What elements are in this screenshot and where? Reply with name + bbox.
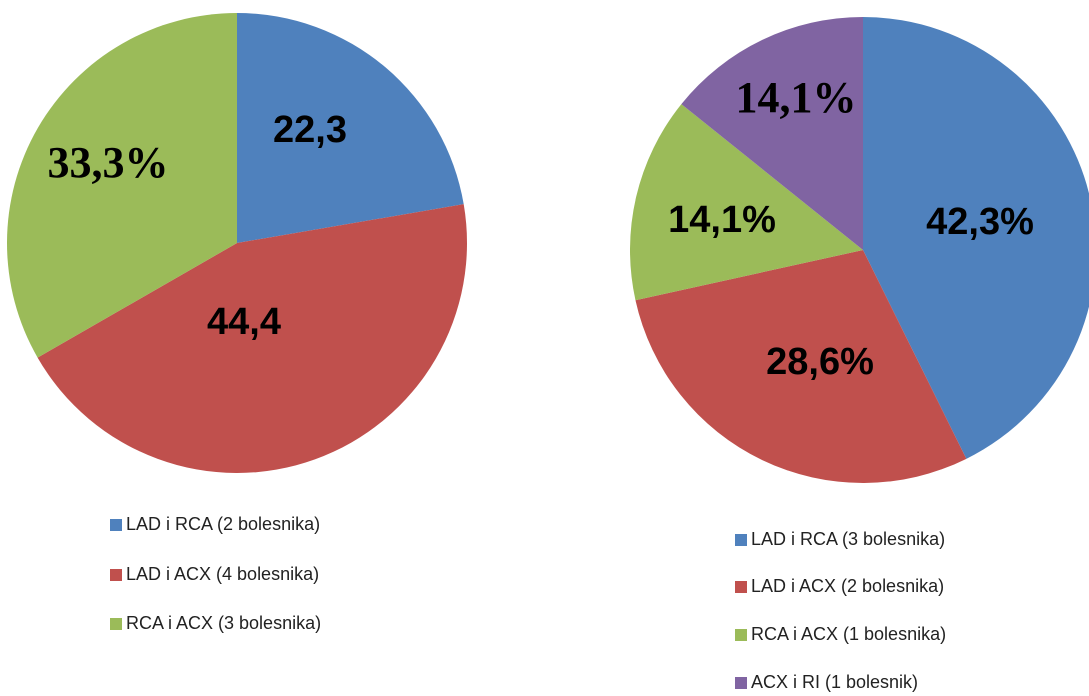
slice-label: 14,1% (668, 199, 776, 241)
legend-label: RCA i ACX (1 bolesnika) (751, 624, 946, 644)
slice-label: 28,6% (766, 341, 874, 383)
legend-swatch (735, 629, 747, 641)
pie-slice (6, 13, 238, 358)
pie-slice (237, 13, 464, 243)
pie-slice (635, 250, 967, 484)
slice-label: 14,1% (736, 73, 857, 122)
pie-slice (37, 204, 467, 473)
slice-label: 42,3% (926, 201, 1034, 243)
legend-swatch (110, 618, 122, 630)
legend-swatch (735, 534, 747, 546)
legend-label: LAD i RCA (2 bolesnika) (126, 514, 320, 534)
pie-slice (863, 17, 1089, 459)
slice-label: 33,3% (48, 138, 169, 187)
legend-label: LAD i ACX (4 bolesnika) (126, 564, 319, 584)
legend-swatch (735, 581, 747, 593)
slice-label: 22,3 (273, 109, 347, 151)
slice-label: 44,4 (207, 301, 281, 343)
legend-label: LAD i ACX (2 bolesnika) (751, 576, 944, 596)
pie-slice (630, 104, 863, 301)
legend-swatch (735, 677, 747, 689)
legend-swatch (110, 519, 122, 531)
legend-label: LAD i RCA (3 bolesnika) (751, 529, 945, 549)
legend-swatch (110, 569, 122, 581)
legend-label: ACX i RI (1 bolesnik) (751, 672, 918, 692)
pie-slice (681, 17, 863, 250)
legend-label: RCA i ACX (3 bolesnika) (126, 613, 321, 633)
